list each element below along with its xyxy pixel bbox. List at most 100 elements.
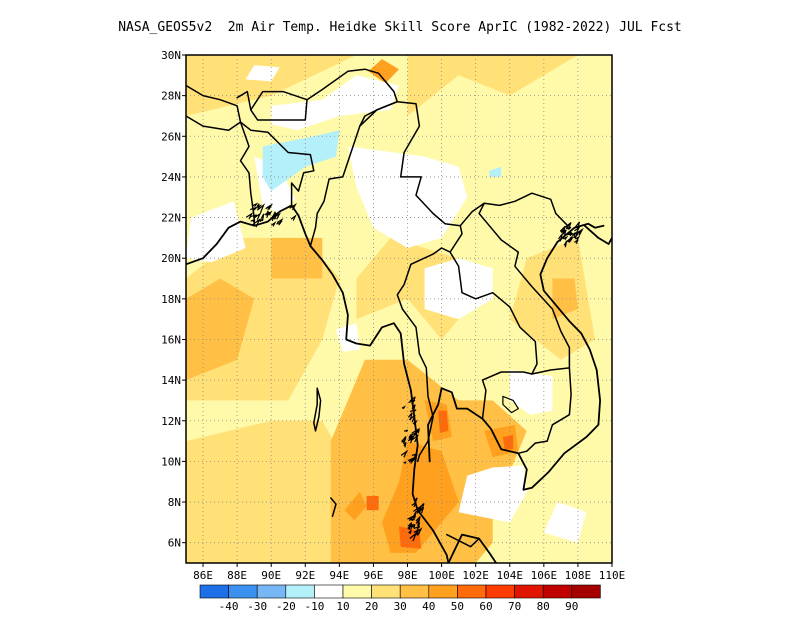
sundarbans-delta-stroke: [252, 202, 259, 208]
colorbar-label: -10: [304, 600, 324, 613]
lat-tick-label: 20N: [161, 252, 181, 265]
myeik-archipelago-stroke: [403, 429, 409, 433]
myeik-archipelago-stroke: [412, 419, 418, 426]
lat-tick-label: 22N: [161, 212, 181, 225]
lon-tick-label: 86E: [193, 569, 213, 582]
skill-region-18: [502, 435, 514, 450]
colorbar-swatch: [285, 584, 315, 599]
mergui-islands-stroke: [414, 497, 418, 502]
gulf-tonkin-islands-stroke: [558, 233, 563, 242]
colorbar-swatch: [428, 584, 458, 599]
gulf-tonkin-islands-stroke: [571, 232, 577, 238]
myeik-archipelago-stroke: [409, 396, 416, 404]
sundarbans-delta-stroke: [276, 217, 284, 225]
lon-tick-label: 108E: [565, 569, 592, 582]
gulf-tonkin-islands-stroke: [565, 239, 571, 243]
border-cambodia: [481, 367, 572, 455]
sundarbans-delta-stroke: [270, 221, 277, 227]
myeik-archipelago-stroke: [411, 404, 416, 412]
lon-tick-label: 106E: [531, 569, 558, 582]
lat-tick-label: 30N: [161, 49, 181, 62]
colorbar-label: 20: [365, 600, 378, 613]
colorbar-label: 80: [537, 600, 550, 613]
colorbar-label: 30: [394, 600, 407, 613]
myeik-archipelago-stroke: [409, 409, 417, 413]
gulf-tonkin-islands-stroke: [573, 233, 578, 239]
lat-tick-label: 14N: [161, 374, 181, 387]
lon-tick-label: 100E: [428, 569, 455, 582]
colorbar-swatch: [485, 584, 515, 599]
colorbar-label: -20: [276, 600, 296, 613]
myeik-archipelago-stroke: [407, 435, 414, 444]
gulf-tonkin-islands-stroke: [573, 231, 580, 235]
skill-region-19: [366, 495, 379, 511]
nicobar-islands: [330, 497, 337, 518]
colorbar-label: 60: [479, 600, 492, 613]
sundarbans-delta-stroke: [256, 203, 260, 208]
axes: 86E 88E 90E 92E 94E 96E 98E 100E 102E 104E 106E 108…: [161, 49, 625, 582]
mergui-islands-stroke: [409, 533, 417, 542]
border-laos-viet: [478, 202, 571, 369]
sundarbans-delta-stroke: [272, 211, 276, 220]
map-frame: [185, 54, 613, 564]
gulf-tonkin-islands-stroke: [559, 229, 567, 233]
skill-region-20: [368, 59, 399, 84]
lon-tick-label: 104E: [497, 569, 524, 582]
gulf-tonkin-islands: [558, 221, 584, 248]
mergui-islands-stroke: [419, 506, 425, 514]
border-china-laos-viet: [459, 192, 569, 227]
myeik-archipelago-stroke: [401, 436, 407, 445]
skill-region-28: [509, 370, 553, 415]
gulf-tonkin-islands-stroke: [562, 235, 569, 241]
andaman-islands: [313, 387, 322, 432]
gulf-tonkin-islands-stroke: [568, 236, 574, 242]
lat-tick-label: 26N: [161, 130, 181, 143]
border-india-nepal: [186, 84, 242, 131]
gulf-tonkin-islands-stroke: [566, 226, 572, 230]
myeik-archipelago-stroke: [408, 414, 416, 423]
lat-tick-label: 16N: [161, 333, 181, 346]
colorbar-swatch: [371, 584, 401, 599]
border-burma-thai: [396, 247, 451, 463]
sundarbans-delta-stroke: [245, 211, 254, 220]
mergui-islands-stroke: [408, 522, 413, 527]
skill-region-21: [271, 75, 399, 131]
border-bhutan: [250, 90, 308, 121]
colorbar-label: -40: [219, 600, 239, 613]
sundarbans-delta-stroke: [260, 213, 265, 222]
sundarbans-delta-stroke: [254, 211, 262, 220]
gulf-tonkin-islands-stroke: [562, 229, 567, 237]
lat-tick-label: 18N: [161, 293, 181, 306]
sundarbans-delta-stroke: [273, 212, 282, 220]
sundarbans-delta-stroke: [264, 211, 271, 216]
border-india-tibet: [236, 90, 252, 111]
skill-region-30: [245, 65, 280, 82]
skill-region-24: [336, 323, 360, 352]
colorbar-swatch: [457, 584, 487, 599]
lon-tick-label: 96E: [364, 569, 384, 582]
coast-burma-west: [309, 245, 450, 563]
skill-region-16: [438, 410, 449, 433]
lon-tick-label: 90E: [261, 569, 281, 582]
sundarbans-delta-stroke: [256, 218, 264, 223]
border-bangladesh-west: [239, 121, 255, 227]
colorbar-swatch: [342, 584, 372, 599]
lon-tick-label: 92E: [295, 569, 315, 582]
mergui-islands-stroke: [408, 515, 415, 520]
sundarbans-delta-stroke: [266, 203, 274, 210]
lon-tick-label: 102E: [462, 569, 489, 582]
colorbar-label: -30: [247, 600, 267, 613]
colorbar-swatch: [571, 584, 601, 599]
skill-region-4: [407, 55, 578, 116]
sundarbans-delta-stroke: [249, 206, 258, 212]
lat-tick-label: 28N: [161, 90, 181, 103]
colorbar: -40 -30 -20 -10 10 20 30 40 50 60 70 80 90: [199, 584, 601, 613]
skill-region-22: [347, 146, 468, 248]
colorbar-label: 90: [565, 600, 578, 613]
sundarbans-delta-stroke: [250, 219, 256, 223]
gulf-tonkin-islands-stroke: [574, 226, 581, 233]
border-india-burma: [309, 100, 399, 247]
colorbar-swatch: [314, 584, 344, 599]
myeik-archipelago-stroke: [400, 449, 409, 458]
